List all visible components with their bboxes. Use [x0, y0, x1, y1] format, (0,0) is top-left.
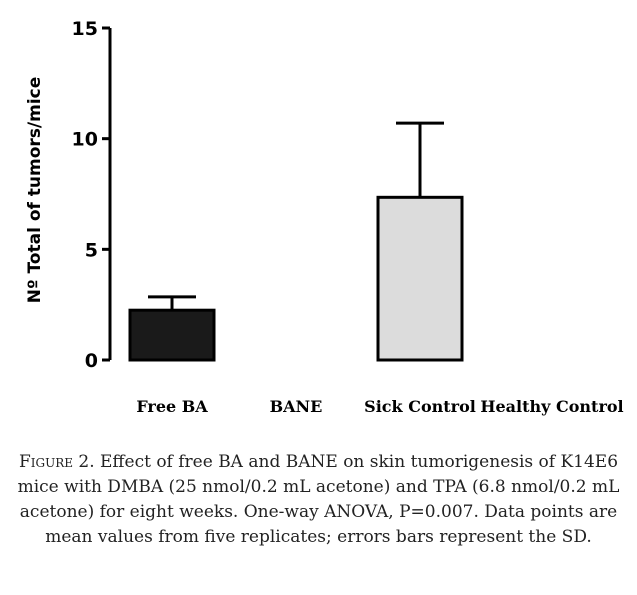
y-tick-label-1: 5	[85, 239, 98, 261]
x-tick-label-1: BANE	[270, 397, 323, 416]
bar-2	[376, 195, 464, 362]
y-axis: 0 5 10 15	[72, 18, 112, 372]
x-tick-label-3: Healthy Control	[480, 397, 623, 416]
error-bars	[148, 121, 444, 311]
bar-0	[128, 308, 216, 362]
x-axis-labels: Free BA BANE Sick Control Healthy Control	[136, 397, 623, 416]
figure-caption-text: Effect of free BA and BANE on skin tumor…	[17, 452, 620, 547]
bars	[128, 195, 464, 362]
y-tick-label-2: 10	[72, 129, 98, 151]
x-tick-label-2: Sick Control	[364, 397, 476, 416]
y-tick-label-0: 0	[85, 350, 98, 372]
figure-caption: Figure 2. Effect of free BA and BANE on …	[10, 450, 627, 550]
y-axis-title: Nº Total of tumors/mice	[25, 77, 45, 304]
figure-label: Figure 2.	[18, 452, 95, 472]
x-tick-label-0: Free BA	[136, 397, 208, 416]
y-tick-label-3: 15	[72, 18, 98, 40]
bar-chart: 0 5 10 15 Free BA BANE Sick Control Healthy Co…	[25, 18, 624, 416]
